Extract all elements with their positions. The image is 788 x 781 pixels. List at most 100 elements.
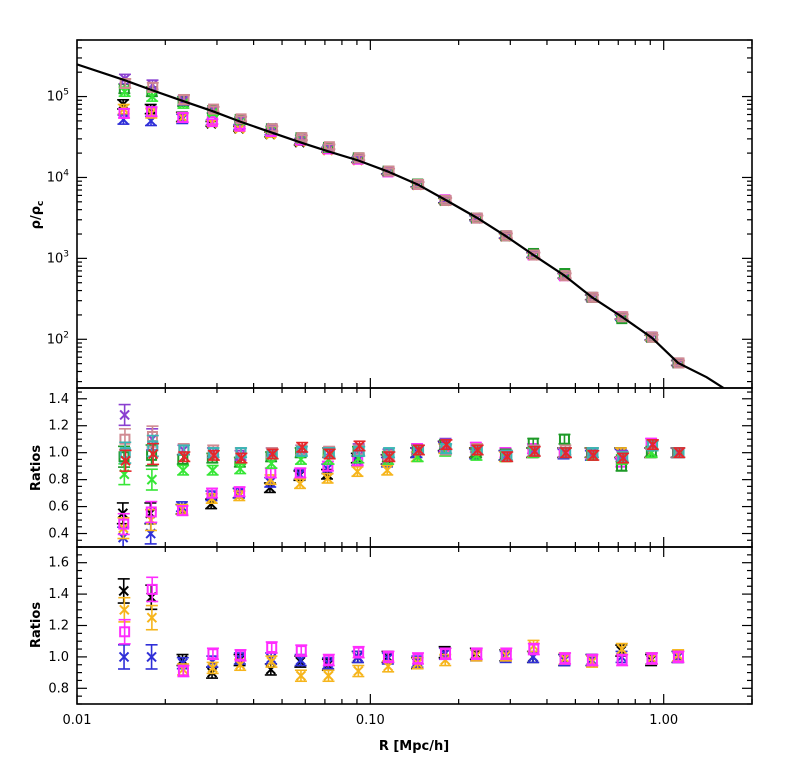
- data-point: [470, 647, 483, 661]
- data-point: [322, 653, 335, 667]
- data-point: [587, 449, 600, 461]
- marker-x: [146, 474, 158, 485]
- data-point: [145, 106, 158, 118]
- marker-x: [501, 451, 513, 462]
- y-tick-label-base: 10: [47, 90, 64, 105]
- y-tick-label: 0.4: [48, 527, 69, 542]
- data-point: [265, 655, 278, 668]
- data-point: [207, 449, 220, 461]
- marker-x: [441, 439, 452, 450]
- data-point: [177, 464, 190, 476]
- ratios-2-y-axis-title: Ratios: [29, 602, 44, 648]
- marker-x: [120, 455, 131, 466]
- y-tick-label-exponent: 3: [63, 249, 69, 259]
- data-point: [616, 653, 629, 667]
- series-blue: [117, 113, 684, 369]
- y-tick-label: 1.0: [48, 446, 69, 461]
- data-point: [233, 486, 246, 498]
- ratios-1-panel: 0.4 0.6 0.8 1.0 1.2 1.4 Ratios: [29, 387, 753, 548]
- marker-x: [384, 451, 395, 462]
- series-magenta: [118, 106, 684, 369]
- marker-square: [146, 106, 158, 118]
- marker-square: [471, 648, 483, 660]
- marker-x: [674, 447, 685, 458]
- data-point: [117, 512, 130, 536]
- data-point: [145, 644, 158, 670]
- data-point: [411, 652, 424, 665]
- y-tick-label: 102: [47, 330, 69, 347]
- marker-square: [177, 505, 189, 517]
- series-teal: [119, 434, 686, 464]
- data-point: [352, 664, 365, 678]
- data-point: [206, 487, 219, 499]
- marker-square: [353, 152, 365, 164]
- y-tick-label-base: 10: [47, 332, 64, 347]
- data-point: [294, 669, 307, 683]
- data-point: [145, 468, 158, 491]
- density-y-label-rho-2: ρ: [29, 206, 44, 215]
- data-point: [177, 664, 190, 678]
- ratios-2-y-ticks: 0.8 1.0 1.2 1.4 1.6: [48, 546, 753, 705]
- data-point: [322, 669, 335, 683]
- marker-square: [353, 646, 365, 658]
- marker-x: [179, 451, 190, 462]
- marker-square: [500, 648, 512, 660]
- marker-square: [206, 487, 218, 499]
- data-point: [118, 644, 131, 670]
- y-tick-label: 1.0: [48, 650, 69, 665]
- marker-x: [382, 661, 394, 672]
- density-marks: [77, 63, 725, 388]
- y-tick-label: 1.4: [48, 587, 69, 602]
- data-point: [501, 451, 514, 463]
- marker-square: [646, 652, 658, 664]
- marker-x: [147, 448, 159, 460]
- y-tick-label-base: 10: [47, 251, 64, 266]
- data-point: [234, 463, 247, 475]
- marker-x: [353, 665, 364, 677]
- marker-x: [118, 585, 129, 597]
- y-tick-label: 1.2: [48, 419, 69, 434]
- series-blue: [117, 441, 683, 547]
- marker-square: [323, 654, 335, 666]
- marker-square: [647, 331, 659, 343]
- data-point: [439, 647, 452, 661]
- y-tick-label: 105: [47, 88, 69, 105]
- data-point: [527, 642, 540, 656]
- marker-square: [234, 486, 246, 498]
- marker-square: [560, 270, 572, 282]
- marker-x: [177, 464, 189, 476]
- data-point: [264, 467, 277, 479]
- y-tick-label: 1.4: [48, 392, 69, 407]
- marker-x: [234, 463, 246, 475]
- series-black: [117, 98, 683, 369]
- y-tick-label: 1.6: [48, 556, 69, 571]
- x-tick-label: 0.10: [356, 713, 385, 728]
- data-point: [500, 647, 513, 661]
- marker-square: [413, 178, 425, 190]
- y-tick-label-exponent: 5: [63, 88, 69, 98]
- series-pink: [118, 425, 685, 463]
- marker-x: [472, 444, 483, 456]
- data-point: [295, 132, 308, 144]
- y-tick-label: 104: [47, 168, 70, 185]
- data-point: [323, 448, 336, 460]
- marker-x: [324, 448, 335, 460]
- series-green: [118, 433, 684, 472]
- series-magenta: [118, 576, 685, 678]
- data-point: [206, 661, 219, 675]
- series-orange: [118, 596, 685, 683]
- marker-square: [672, 651, 684, 663]
- data-point: [353, 440, 366, 452]
- marker-x: [647, 439, 659, 450]
- marker-x: [382, 464, 393, 476]
- data-point: [145, 500, 158, 524]
- data-point: [294, 467, 307, 479]
- data-point: [440, 439, 453, 451]
- data-point: [296, 441, 309, 453]
- marker-x: [266, 656, 277, 667]
- data-point: [528, 445, 541, 457]
- marker-square: [586, 654, 598, 666]
- marker-x: [295, 670, 307, 681]
